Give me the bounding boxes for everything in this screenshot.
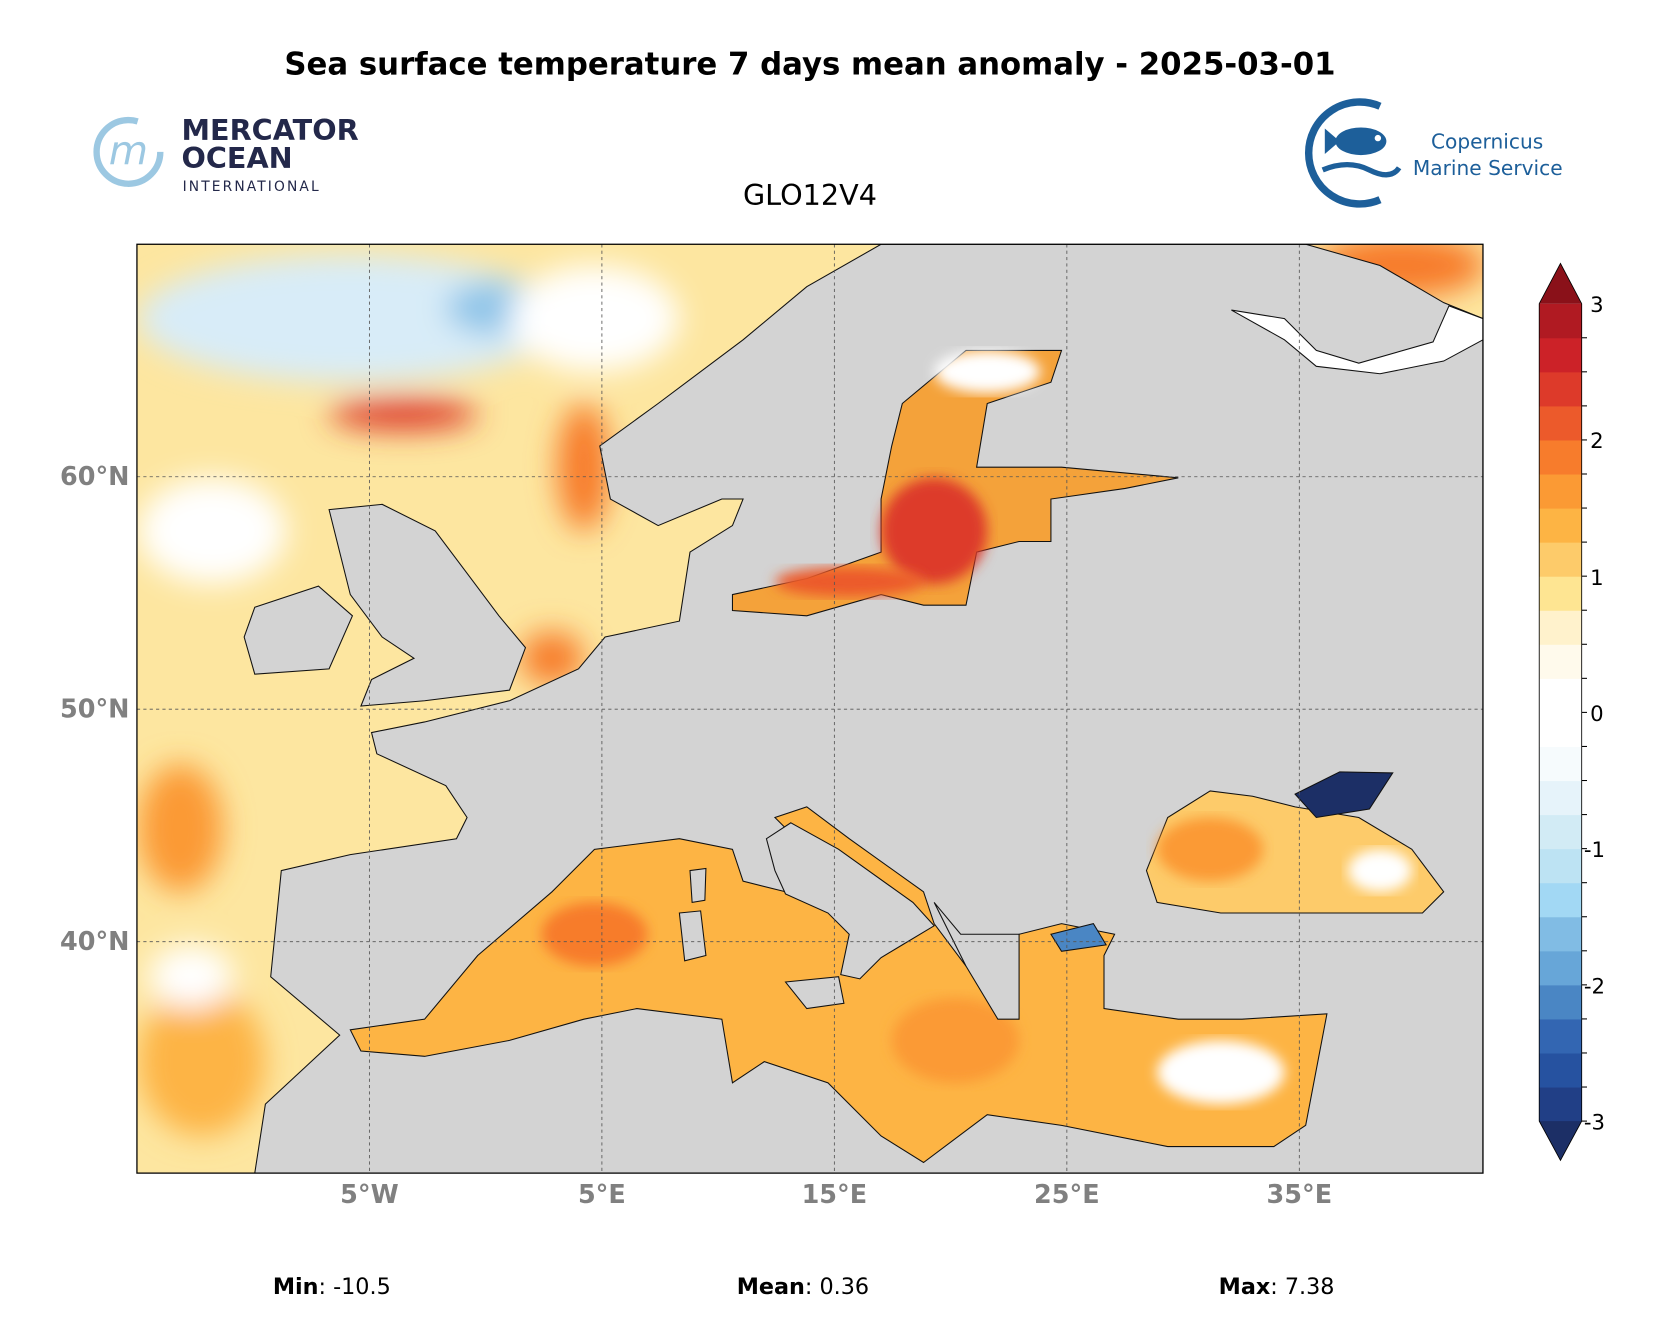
- colorbar-outline: [1538, 262, 1583, 1162]
- stat-max-value: : 7.38: [1270, 1274, 1334, 1300]
- colorbar-bin: [1539, 337, 1582, 373]
- lat-label-40n: 40°N: [60, 927, 130, 957]
- baltic-sea: [731, 349, 1179, 617]
- copernicus-marine-logo: Copernicus Marine Service: [1304, 98, 1563, 208]
- lat-label-50n: 50°N: [60, 695, 130, 725]
- lon-label-5e: 5°E: [578, 1180, 626, 1210]
- statistics: Min: -10.5 Mean: 0.36 Max: 7.38: [273, 1274, 1335, 1300]
- colorbar-bin: [1539, 814, 1582, 850]
- mediterranean-sea: [349, 806, 1328, 1164]
- black-sea: [1050, 771, 1445, 952]
- white-sea: [1231, 305, 1483, 375]
- cbar-tick-0: 0: [1590, 702, 1604, 727]
- colorbar-over-arrow: [1539, 263, 1582, 304]
- sardinia: [678, 910, 707, 962]
- mercator-ocean-logo: m MERCATOR OCEAN INTERNATIONAL: [93, 113, 359, 195]
- colorbar-bin: [1539, 303, 1582, 339]
- colorbar-bin: [1539, 950, 1582, 986]
- model-subtitle: GLO12V4: [743, 178, 877, 212]
- great-britain: [328, 503, 527, 707]
- colorbar-bin: [1539, 473, 1582, 509]
- cbar-tick-1: 1: [1590, 566, 1604, 591]
- lon-label-35e: 35°E: [1267, 1180, 1333, 1210]
- cbar-tick-m1: -1: [1584, 838, 1605, 863]
- ireland: [243, 585, 354, 675]
- colorbar-bin: [1539, 576, 1582, 611]
- colorbar-bin: [1539, 644, 1582, 679]
- stat-max-label: Max: [1219, 1274, 1271, 1300]
- colorbar-bin: [1539, 542, 1582, 577]
- lat-label-60n: 60°N: [60, 462, 130, 492]
- cbar-tick-m3: -3: [1584, 1111, 1605, 1136]
- copernicus-logo-line1: Copernicus: [1431, 130, 1543, 154]
- copernicus-logo-line2: Marine Service: [1413, 156, 1563, 180]
- stat-mean: Mean: 0.36: [737, 1274, 869, 1300]
- cbar-tick-m2: -2: [1584, 975, 1605, 1000]
- figure-title: Sea surface temperature 7 days mean anom…: [284, 46, 1335, 82]
- mercator-logo-line3: INTERNATIONAL: [183, 179, 321, 195]
- sea-of-marmara: [1050, 923, 1107, 952]
- colorbar-bin: [1539, 712, 1582, 747]
- latitude-labels: 60°N 50°N 40°N: [60, 462, 130, 957]
- cbar-tick-2: 2: [1590, 429, 1604, 454]
- stat-max: Max: 7.38: [1219, 1274, 1335, 1300]
- colorbar-under-arrow: [1539, 1121, 1582, 1161]
- colorbar-bin: [1539, 984, 1582, 1020]
- lon-label-15e: 15°E: [802, 1180, 868, 1210]
- sst-anomaly-map[interactable]: [136, 234, 1486, 1174]
- longitude-labels: 5°W 5°E 15°E 25°E 35°E: [340, 1180, 1332, 1210]
- colorbar-bin: [1539, 610, 1582, 645]
- sicily: [784, 976, 845, 1010]
- cbar-tick-3: 3: [1590, 293, 1604, 318]
- corsica: [689, 867, 707, 904]
- mercator-logo-line2: OCEAN: [182, 141, 293, 175]
- italy: [765, 822, 935, 980]
- colorbar-bin: [1539, 780, 1582, 816]
- svg-text:m: m: [109, 128, 148, 175]
- stat-mean-label: Mean: [737, 1274, 805, 1300]
- gridlines: [136, 244, 1483, 1174]
- colorbar-bin: [1539, 678, 1582, 713]
- stat-mean-value: : 0.36: [805, 1274, 869, 1300]
- lon-label-5w: 5°W: [340, 1180, 399, 1210]
- mercator-logo-line1: MERCATOR: [182, 113, 359, 147]
- colorbar-bin: [1539, 746, 1582, 782]
- balkans: [933, 902, 1020, 1020]
- colorbar-bin: [1539, 1018, 1582, 1054]
- stat-min-label: Min: [273, 1274, 319, 1300]
- atlantic-anomaly-field: [138, 244, 1483, 1136]
- lon-label-25e: 25°E: [1034, 1180, 1100, 1210]
- stat-min-value: : -10.5: [319, 1274, 391, 1300]
- sea-of-azov: [1294, 771, 1394, 819]
- colorbar-bin: [1539, 916, 1582, 952]
- colorbar: [1538, 262, 1587, 1162]
- colorbar-tick-labels: 3 2 1 0 -1 -2 -3: [1584, 293, 1605, 1135]
- colorbar-bin: [1539, 439, 1582, 475]
- colorbar-bin: [1539, 882, 1582, 918]
- colorbar-bin: [1539, 1052, 1582, 1088]
- map-frame: [136, 243, 1484, 1174]
- colorbar-bin: [1539, 508, 1582, 543]
- colorbar-bin: [1539, 371, 1582, 407]
- colorbar-bin: [1539, 1087, 1582, 1122]
- stat-min: Min: -10.5: [273, 1274, 391, 1300]
- colorbar-bin: [1539, 848, 1582, 884]
- colorbar-bin: [1539, 405, 1582, 441]
